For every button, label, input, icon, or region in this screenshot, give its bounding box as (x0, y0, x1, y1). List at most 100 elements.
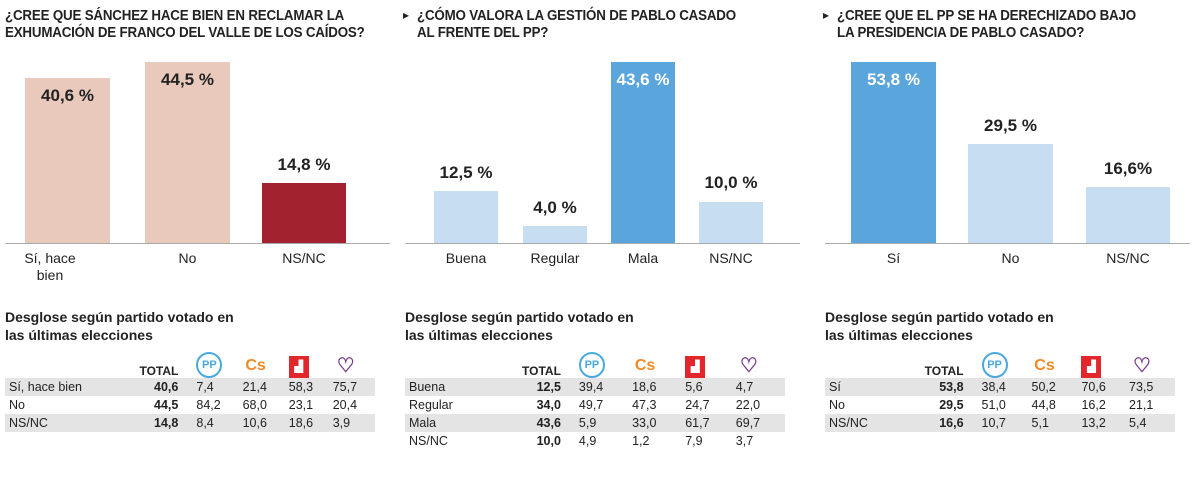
pp-logo-icon: PP (578, 352, 605, 378)
table-row: NS/NC 16,6 10,7 5,1 13,2 5,4 (825, 414, 1175, 432)
party-value: 69,7 (731, 414, 785, 432)
party-value: 7,4 (192, 378, 239, 396)
row-label: Sí, hace bien (5, 378, 116, 396)
bar (699, 201, 763, 243)
total-value: 16,6 (893, 414, 978, 432)
bar (851, 62, 936, 243)
total-value: 29,5 (939, 398, 964, 412)
table-header: TOTAL PP Cs ▟ ♡ (405, 348, 785, 378)
total-value: 40,6 (115, 378, 193, 396)
podemos-logo-icon: ♡ (336, 355, 355, 377)
party-header: ♡ (329, 348, 375, 378)
party-header: PP (978, 348, 1028, 378)
party-header: ▟ (1077, 348, 1125, 378)
category-label: NS/NC (1106, 250, 1150, 266)
table-row: No 44,5 84,2 68,0 23,1 20,4 (5, 396, 375, 414)
cs-logo-icon: Cs (1034, 357, 1055, 374)
total-header: TOTAL (522, 364, 561, 378)
party-value: 22,0 (735, 398, 761, 412)
party-value: 23,1 (288, 398, 314, 412)
bar (968, 143, 1053, 243)
table-row: Sí 53,8 38,4 50,2 70,6 73,5 (825, 378, 1175, 396)
bar-value-label: 40,6 % (41, 85, 94, 105)
chart-title: ¿CÓMO VALORA LA GESTIÓN DE PABLO CASADO … (417, 8, 736, 41)
table-row: NS/NC 10,0 4,9 1,2 7,9 3,7 (405, 432, 785, 450)
total-header: TOTAL (139, 364, 179, 378)
category-label: NS/NC (282, 250, 326, 266)
total-value: 53,8 (893, 378, 978, 396)
party-value: 1,2 (632, 434, 650, 448)
party-value: 21,4 (238, 378, 285, 396)
breakdown-table: TOTAL PP Cs ▟ ♡ Buena 12,5 39,4 18,6 5,6 4,7 Regula… (405, 348, 785, 450)
row-label: No (829, 398, 845, 412)
party-value: 7,9 (685, 434, 703, 448)
party-header: ♡ (1125, 348, 1175, 378)
row-label: Mala (405, 414, 486, 432)
bar-value-label: 10,0 % (704, 173, 758, 193)
party-value: 39,4 (574, 378, 629, 396)
category-label: NS/NC (709, 250, 753, 266)
category-label: No (1001, 250, 1020, 266)
party-value: 20,4 (332, 398, 358, 412)
bar (523, 226, 587, 243)
party-value: 75,7 (328, 378, 375, 396)
party-value: 24,7 (685, 398, 710, 412)
baseline (5, 243, 390, 244)
party-value: 49,7 (578, 398, 604, 412)
total-value: 34,0 (536, 398, 561, 412)
party-value: 33,0 (628, 414, 682, 432)
bar (434, 191, 498, 243)
cs-logo-icon: Cs (634, 357, 656, 374)
party-value: 70,6 (1077, 378, 1126, 396)
row-label: NS/NC (409, 434, 448, 448)
category-label: Sí, hace bien (24, 250, 76, 283)
party-value: 18,6 (628, 378, 682, 396)
party-value: 5,1 (1027, 414, 1078, 432)
total-value: 44,5 (154, 398, 179, 412)
table-row: Buena 12,5 39,4 18,6 5,6 4,7 (405, 378, 785, 396)
party-value: 10,6 (238, 414, 285, 432)
party-header: Cs (628, 348, 681, 378)
bar (262, 182, 346, 243)
party-header: ♡ (732, 348, 785, 378)
podemos-logo-icon: ♡ (739, 355, 758, 377)
total-header: TOTAL (924, 364, 964, 378)
bar (145, 62, 230, 243)
bar-value-label: 44,5 % (161, 70, 214, 89)
bar-value-label: 29,5 % (984, 115, 1037, 135)
party-header: Cs (239, 348, 285, 378)
table-row: Mala 43,6 5,9 33,0 61,7 69,7 (405, 414, 785, 432)
title-marker-icon: ▸ (403, 8, 410, 22)
bar (25, 77, 110, 243)
category-label: Regular (530, 250, 580, 266)
table-row: NS/NC 14,8 8,4 10,6 18,6 3,9 (5, 414, 375, 432)
total-value: 12,5 (485, 378, 575, 396)
table-row: Regular 34,0 49,7 47,3 24,7 22,0 (405, 396, 785, 414)
table-title: Desglose según partido votado en las últ… (405, 309, 634, 343)
party-value: 3,7 (735, 434, 754, 448)
table-row: Sí, hace bien 40,6 7,4 21,4 58,3 75,7 (5, 378, 375, 396)
bar-value-label: 53,8 % (867, 70, 920, 89)
category-label: No (178, 250, 197, 266)
party-value: 58,3 (284, 378, 329, 396)
psoe-logo-icon: ▟ (1081, 356, 1102, 378)
party-value: 5,6 (681, 378, 732, 396)
row-label: Buena (405, 378, 486, 396)
party-value: 18,6 (284, 414, 329, 432)
category-label: Buena (445, 250, 487, 266)
psoe-logo-icon: ▟ (685, 356, 706, 378)
bar (611, 62, 675, 243)
bar-value-label: 12,5 % (439, 163, 493, 183)
row-label: Sí (825, 378, 894, 396)
party-value: 13,2 (1077, 414, 1126, 432)
party-value: 5,9 (574, 414, 629, 432)
party-value: 5,4 (1125, 414, 1175, 432)
row-label: No (9, 398, 25, 412)
total-value: 43,6 (485, 414, 575, 432)
table-title: Desglose según partido votado en las últ… (825, 309, 1054, 343)
psoe-logo-icon: ▟ (288, 356, 309, 378)
party-value: 61,7 (681, 414, 732, 432)
row-label-header (825, 348, 894, 378)
party-header: ▟ (285, 348, 329, 378)
table-row: No 29,5 51,0 44,8 16,2 21,1 (825, 396, 1175, 414)
